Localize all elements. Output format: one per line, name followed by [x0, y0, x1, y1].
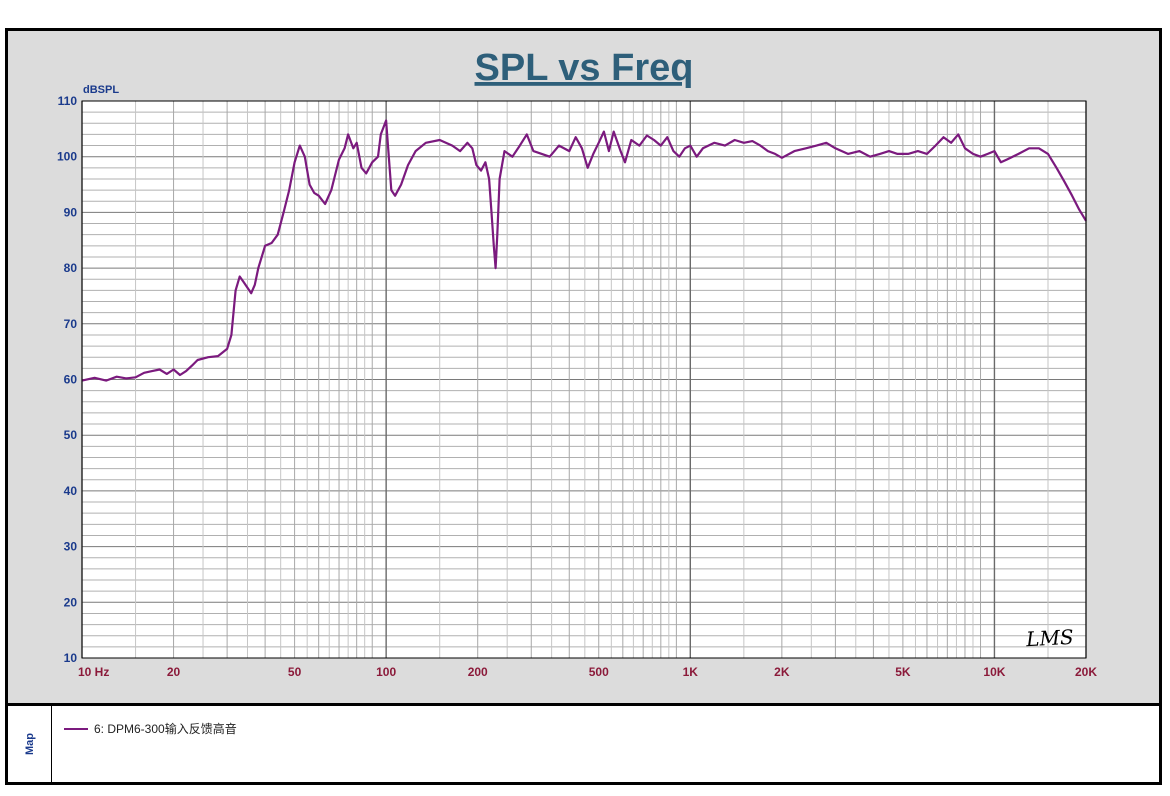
y-tick-label: 60: [64, 373, 78, 387]
x-tick-label: 100: [376, 665, 396, 679]
y-tick-label: 80: [64, 261, 78, 275]
lms-watermark: LMS: [1025, 625, 1075, 652]
x-tick-label: 5K: [895, 665, 911, 679]
y-tick-label: 10: [64, 651, 78, 665]
x-tick-labels: 10 Hz 20 50 100 200 500 1K 2K 5K 10K 20K: [78, 665, 1097, 679]
legend-swatch: [64, 727, 88, 730]
x-tick-label: 1K: [683, 665, 699, 679]
spl-chart: SPL vs Freq dBSPL 110 100 90 80 70 60 50 40 30 20…: [57, 47, 1097, 679]
y-tick-label: 70: [64, 317, 78, 331]
plot-border: [81, 100, 1087, 659]
y-axis-label: dBSPL: [83, 84, 119, 96]
legend-panel: Map 6: DPM6-300输入反馈高音: [8, 706, 1159, 782]
x-tick-label: 2K: [774, 665, 790, 679]
x-tick-label: 200: [468, 665, 488, 679]
legend-series-name: 6: DPM6-300输入反馈高音: [94, 722, 237, 736]
y-tick-label: 40: [64, 484, 78, 498]
frame-divider: [5, 703, 1162, 706]
x-tick-label: 10K: [983, 665, 1005, 679]
y-tick-label: 20: [64, 595, 78, 609]
y-tick-label: 30: [64, 540, 78, 554]
chart-title: SPL vs Freq: [475, 47, 694, 89]
y-tick-label: 110: [58, 94, 78, 108]
y-tick-labels: 110 100 90 80 70 60 50 40 30 20 10: [57, 94, 77, 665]
series-line: [81, 119, 1087, 382]
x-tick-label: 500: [589, 665, 609, 679]
legend-entry: 6: DPM6-300输入反馈高音: [64, 720, 237, 737]
x-tick-label: 20K: [1075, 665, 1097, 679]
x-tick-label: 20: [167, 665, 181, 679]
map-label: Map: [24, 733, 36, 755]
y-tick-label: 90: [64, 205, 78, 219]
x-tick-label: 50: [288, 665, 302, 679]
x-tick-label: 10 Hz: [78, 665, 109, 679]
y-tick-label: 50: [64, 428, 78, 442]
y-tick-label: 100: [57, 150, 77, 164]
map-tab[interactable]: Map: [8, 706, 52, 782]
